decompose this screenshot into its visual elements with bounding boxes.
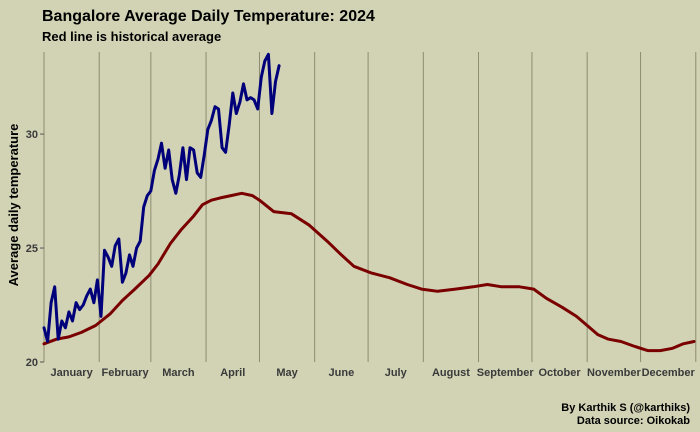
caption-author: By Karthik S (@karthiks): [561, 402, 690, 414]
x-tick-label: April: [220, 367, 245, 379]
x-axis-ticks: January February March April May June July Augu…: [51, 367, 696, 379]
x-tick-label: June: [329, 367, 355, 379]
x-tick-label: October: [538, 367, 581, 379]
series-line: [42, 52, 281, 343]
x-tick-label: November: [587, 367, 642, 379]
series-lines: [42, 52, 696, 353]
y-tick-label: 30: [26, 129, 38, 141]
y-axis-label: Average daily temperature: [6, 124, 21, 287]
x-tick-label: March: [162, 367, 195, 379]
y-tick-label: 20: [26, 357, 38, 369]
x-tick-label: January: [51, 367, 94, 379]
caption-source: Data source: Oikokab: [577, 415, 690, 427]
y-axis-ticks: 20 25 30: [26, 129, 44, 369]
x-tick-label: May: [276, 367, 298, 379]
x-tick-label: February: [101, 367, 149, 379]
grid-lines: [43, 52, 697, 362]
chart-subtitle: Red line is historical average: [42, 29, 221, 44]
series-line: [42, 191, 696, 353]
x-tick-label: September: [477, 367, 535, 379]
x-tick-label: July: [385, 367, 408, 379]
y-tick-label: 25: [26, 243, 38, 255]
x-tick-label: December: [642, 367, 696, 379]
chart-title: Bangalore Average Daily Temperature: 202…: [42, 8, 375, 25]
x-tick-label: August: [432, 367, 470, 379]
